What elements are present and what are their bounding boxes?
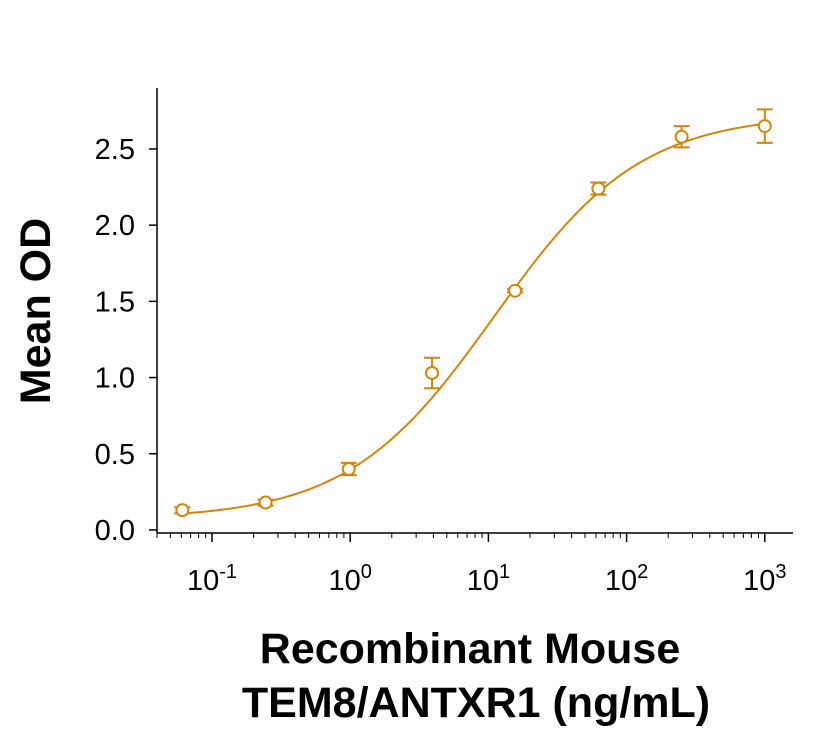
x-tick-label: 103 [743,561,786,597]
data-point [424,356,441,390]
x-tick-base: 10 [743,565,775,597]
point-marker [425,365,440,380]
x-tick-base: 10 [328,565,360,597]
fit-curve [182,122,765,515]
x-tick-exponent: 1 [499,561,510,583]
axes: 0.00.51.01.52.02.510-1 100 101 102 103 [95,88,793,597]
point-marker [175,503,190,518]
x-tick-exponent: 0 [361,561,372,583]
y-tick-label: 2.5 [95,134,135,166]
x-tick-exponent: 3 [775,561,786,583]
point-marker [508,283,523,298]
data-point [673,125,690,149]
data-points-layer [174,108,773,518]
x-axis-title: Recombinant Mouse TEM8/ANTXR1 (ng/mL) [242,625,710,727]
data-point [507,283,524,298]
y-tick-label: 0.0 [95,515,135,547]
data-point [340,461,357,477]
x-tick-label: 10-1 [187,561,237,597]
data-point [756,108,773,144]
point-marker [674,129,689,144]
y-tick-label: 2.0 [95,210,135,242]
y-axis-title: Mean OD [12,218,60,404]
x-tick-exponent: -1 [219,561,237,583]
x-axis-title-line-2: TEM8/ANTXR1 (ng/mL) [242,679,710,727]
fit-curve-layer [182,122,765,515]
y-tick-label: 1.0 [95,363,135,395]
data-point [174,503,191,518]
x-tick-base: 10 [187,565,219,597]
point-marker [757,119,772,134]
x-tick-base: 10 [467,565,499,597]
point-marker [341,461,356,476]
x-axis-title-line-1: Recombinant Mouse [260,625,681,673]
x-tick-label: 101 [467,561,510,597]
point-marker [258,495,273,510]
x-tick-exponent: 2 [637,561,648,583]
x-tick-base: 10 [605,565,637,597]
data-point [257,495,274,510]
point-marker [591,181,606,196]
x-tick-label: 102 [605,561,648,597]
x-tick-label: 100 [328,561,371,597]
data-point [590,181,607,196]
y-tick-label: 0.5 [95,439,135,471]
y-tick-label: 1.5 [95,286,135,318]
